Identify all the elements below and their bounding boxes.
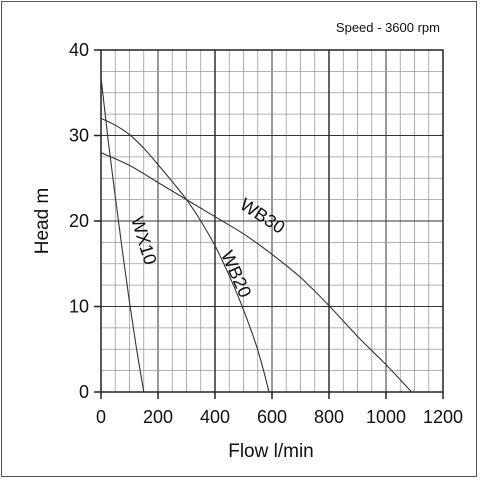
y-axis-title: Head m [32, 188, 53, 255]
x-tick-label: 1000 [366, 407, 406, 427]
x-tick-label: 1200 [423, 407, 463, 427]
series-label-wb20: WB20 [217, 248, 255, 301]
y-tick-label: 20 [69, 211, 89, 231]
speed-annotation: Speed - 3600 rpm [336, 20, 440, 35]
x-axis-title: Flow l/min [228, 441, 314, 462]
x-tick-label: 800 [314, 407, 344, 427]
x-tick-label: 400 [200, 407, 230, 427]
y-tick-label: 10 [69, 297, 89, 317]
series-line-wb30 [100, 152, 413, 393]
series-lines [100, 77, 413, 393]
grid [101, 50, 443, 392]
y-tick-label: 40 [69, 40, 89, 60]
series-label-wx10: WX10 [127, 214, 160, 267]
series-line-wx10 [100, 77, 145, 393]
x-tick-label: 600 [257, 407, 287, 427]
x-tick-label: 0 [96, 407, 106, 427]
y-tick-label: 0 [79, 382, 89, 402]
labels: Speed - 3600 rpm Flow l/min Head m WX10 W… [32, 20, 440, 462]
axes: 0 200 400 600 800 1000 1200 0 10 20 30 40 [69, 40, 463, 427]
y-tick-label: 30 [69, 126, 89, 146]
series-label-wb30: WB30 [236, 194, 288, 237]
x-tick-label: 200 [143, 407, 173, 427]
